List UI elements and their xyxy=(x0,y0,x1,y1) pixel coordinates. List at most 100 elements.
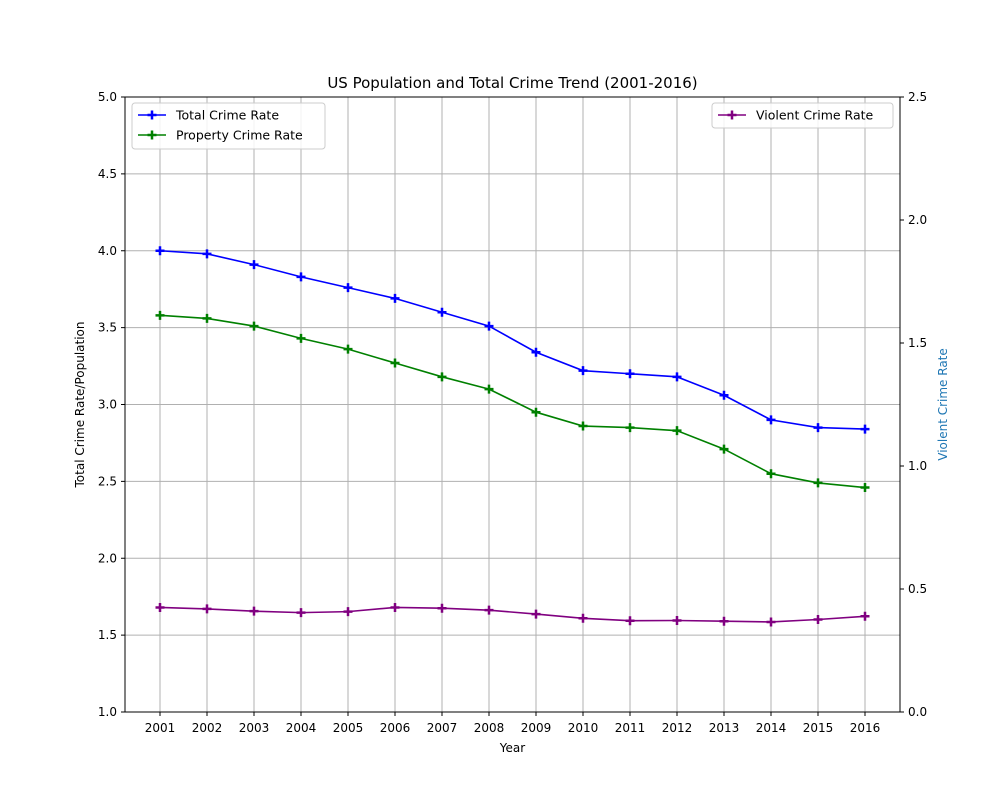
data-point xyxy=(202,604,212,614)
data-point xyxy=(531,609,541,619)
x-tick-label: 2007 xyxy=(427,721,458,735)
legend-label: Total Crime Rate xyxy=(175,108,279,123)
x-tick-label: 2015 xyxy=(803,721,834,735)
axis-layer: 2001 2002 2003 2004 2005 2006 2007 2008 2009 2010… xyxy=(98,90,927,735)
y-axis-label-right: Violent Crime Rate xyxy=(936,348,950,461)
data-point xyxy=(343,283,353,293)
series-layer xyxy=(155,246,870,627)
series-group xyxy=(155,602,870,627)
y-axis-label-left: Total Crime Rate/Population xyxy=(73,322,87,489)
legend-label: Violent Crime Rate xyxy=(756,108,874,123)
y-tick-label-left: 2.0 xyxy=(98,551,117,565)
data-point xyxy=(578,613,588,623)
x-tick-label: 2011 xyxy=(615,721,646,735)
x-tick-label: 2013 xyxy=(709,721,740,735)
data-point xyxy=(813,478,823,488)
series-line xyxy=(159,606,866,623)
x-tick-label: 2014 xyxy=(756,721,787,735)
y-tick-label-left: 4.0 xyxy=(98,244,117,258)
data-point xyxy=(672,426,682,436)
y-tick-label-left: 1.5 xyxy=(98,628,117,642)
data-point xyxy=(860,483,870,493)
series-group xyxy=(155,310,870,493)
data-point xyxy=(531,347,541,357)
data-point xyxy=(719,616,729,626)
x-tick-label: 2002 xyxy=(192,721,223,735)
x-tick-label: 2009 xyxy=(521,721,552,735)
data-point xyxy=(155,310,165,320)
data-point xyxy=(437,372,447,382)
legend-marker xyxy=(727,110,737,120)
y-tick-label-right: 2.0 xyxy=(908,213,927,227)
data-point xyxy=(296,272,306,282)
data-point xyxy=(484,605,494,615)
data-point xyxy=(531,407,541,417)
y-tick-label-right: 0.0 xyxy=(908,705,927,719)
data-point xyxy=(813,423,823,433)
x-tick-label: 2005 xyxy=(333,721,364,735)
data-point xyxy=(202,249,212,259)
data-point xyxy=(625,616,635,626)
data-point xyxy=(155,602,165,612)
data-point xyxy=(766,617,776,627)
legend-label: Property Crime Rate xyxy=(176,128,303,143)
y-tick-label-left: 2.5 xyxy=(98,474,117,488)
data-point xyxy=(484,321,494,331)
legend-marker xyxy=(147,130,157,140)
data-point xyxy=(155,246,165,256)
y-tick-label-right: 1.0 xyxy=(908,459,927,473)
data-point xyxy=(296,608,306,618)
data-point xyxy=(766,469,776,479)
y-tick-label-right: 1.5 xyxy=(908,336,927,350)
data-point xyxy=(202,313,212,323)
legend-box xyxy=(131,102,326,150)
x-tick-label: 2016 xyxy=(850,721,881,735)
chart-title: US Population and Total Crime Trend (200… xyxy=(327,74,697,92)
y-tick-label-left: 3.0 xyxy=(98,398,117,412)
data-point xyxy=(343,607,353,617)
data-point xyxy=(249,260,259,270)
x-tick-label: 2001 xyxy=(145,721,176,735)
y-tick-label-left: 1.0 xyxy=(98,705,117,719)
x-tick-label: 2004 xyxy=(286,721,317,735)
data-point xyxy=(296,333,306,343)
y-tick-label-right: 0.5 xyxy=(908,582,927,596)
x-tick-label: 2003 xyxy=(239,721,270,735)
x-tick-label: 2012 xyxy=(662,721,693,735)
data-point xyxy=(719,444,729,454)
data-point xyxy=(578,366,588,376)
legend-left: Total Crime Rate Property Crime Rate xyxy=(131,102,326,150)
series-line xyxy=(159,249,866,430)
grid-layer xyxy=(125,96,900,713)
data-point xyxy=(719,390,729,400)
legend-right: Violent Crime Rate xyxy=(711,102,894,129)
series-line xyxy=(159,314,866,489)
data-point xyxy=(390,358,400,368)
data-point xyxy=(249,321,259,331)
x-tick-label: 2008 xyxy=(474,721,505,735)
series-group xyxy=(155,246,870,434)
y-tick-label-left: 4.5 xyxy=(98,167,117,181)
legend-box xyxy=(711,102,894,129)
legend-marker xyxy=(147,110,157,120)
x-axis-label: Year xyxy=(499,741,525,755)
data-point xyxy=(390,602,400,612)
data-point xyxy=(625,369,635,379)
data-point xyxy=(813,615,823,625)
x-tick-label: 2010 xyxy=(568,721,599,735)
y-tick-label-right: 2.5 xyxy=(908,90,927,104)
data-point xyxy=(860,611,870,621)
data-point xyxy=(578,421,588,431)
data-point xyxy=(437,307,447,317)
data-point xyxy=(766,415,776,425)
data-point xyxy=(484,384,494,394)
y-tick-label-left: 3.5 xyxy=(98,321,117,335)
data-point xyxy=(343,344,353,354)
data-point xyxy=(249,606,259,616)
y-tick-label-left: 5.0 xyxy=(98,90,117,104)
data-point xyxy=(672,372,682,382)
data-point xyxy=(672,615,682,625)
data-point xyxy=(625,423,635,433)
